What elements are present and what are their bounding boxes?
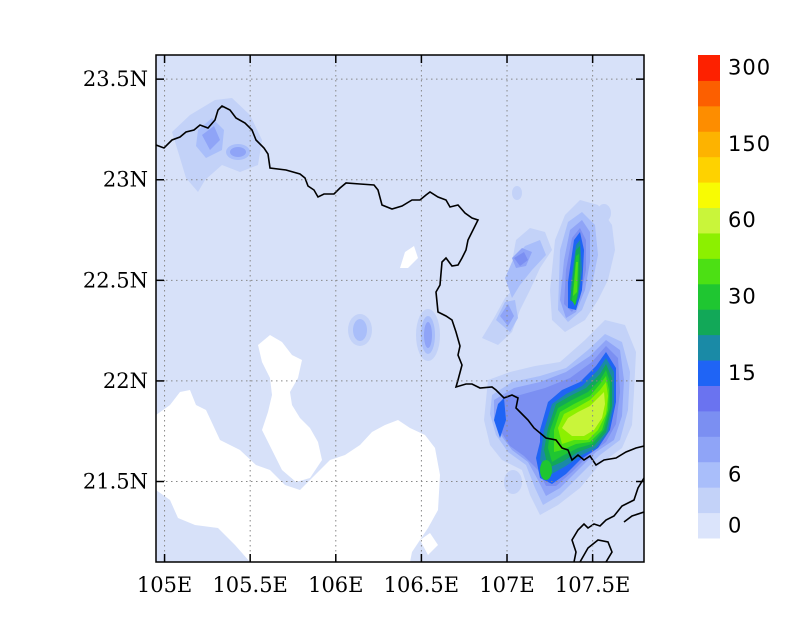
colorbar-swatch [698,283,720,310]
colorbar-swatch [698,131,720,158]
colorbar-swatch [698,55,720,81]
y-tick-label: 23N [103,168,148,192]
colorbar-label: 30 [728,285,757,309]
colorbar-swatch [698,182,720,209]
nodata-region [258,335,322,482]
coast-line [571,477,644,562]
contour-level-90 [562,392,605,436]
x-axis: 105E 105.5E 106E 106.5E 107E 107.5E [137,55,630,597]
x-tick-label: 105.5E [212,573,287,597]
colorbar-swatch [698,80,720,107]
colorbar-swatch [698,487,720,514]
border-line [156,105,644,467]
coast-line [579,539,613,562]
y-tick-label: 22.5N [83,268,148,292]
country-borders [156,105,644,562]
colorbar-swatch [698,156,720,183]
colorbar-label: 6 [728,462,742,486]
colorbar-label: 0 [728,513,742,537]
y-tick-label: 22N [103,369,148,393]
colorbar-label: 60 [728,208,757,232]
x-tick-label: 107E [479,573,534,597]
colorbar-swatch [698,512,720,539]
nodata-region [420,533,438,555]
colorbar-label: 300 [728,56,771,80]
nodata-region [156,390,440,562]
colorbar-swatch [698,385,720,412]
map-grid [156,55,644,562]
y-tick-label: 23.5N [83,67,148,91]
colorbar: 0 6 15 30 60 150 300 [698,55,771,539]
colorbar-label: 150 [728,132,771,156]
contour-fields [156,98,644,562]
colorbar-swatch [698,461,720,488]
nodata-region [400,246,418,268]
colorbar-swatch [698,258,720,285]
x-tick-label: 106E [308,573,363,597]
y-tick-label: 21.5N [83,470,148,494]
y-axis: 21.5N 22N 22.5N 23N 23.5N [83,67,644,494]
colorbar-swatch [698,436,720,463]
colorbar-swatch [698,334,720,361]
colorbar-swatch [698,360,720,386]
colorbar-label: 15 [728,361,757,385]
map-frame [155,54,645,563]
colorbar-swatch [698,105,720,132]
coast-line [623,511,644,523]
x-tick-label: 107.5E [555,573,630,597]
colorbar-swatch [698,232,720,259]
x-tick-label: 106.5E [384,573,459,597]
map-panel: 105E 105.5E 106E 106.5E 107E 107.5E 21.5N22N2… [83,54,645,597]
colorbar-swatch [698,207,720,234]
x-tick-label: 105E [137,573,192,597]
colorbar-swatch [698,309,720,336]
colorbar-swatch [698,410,720,437]
